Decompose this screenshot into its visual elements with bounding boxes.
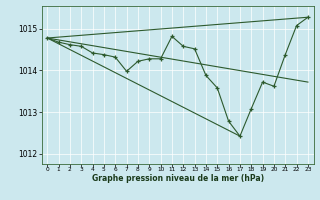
X-axis label: Graphe pression niveau de la mer (hPa): Graphe pression niveau de la mer (hPa): [92, 174, 264, 183]
